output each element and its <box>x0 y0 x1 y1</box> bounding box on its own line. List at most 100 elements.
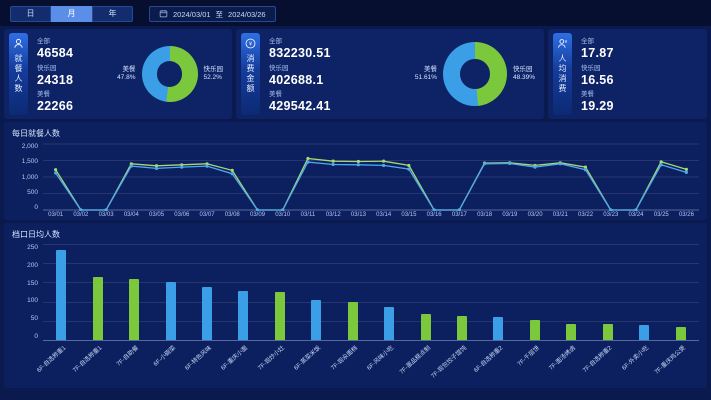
svg-text:¥: ¥ <box>565 39 568 44</box>
bar <box>348 302 358 340</box>
data-point <box>306 157 309 160</box>
svg-text:¥: ¥ <box>249 42 253 48</box>
bar-slot: 6F-特色风味 <box>189 244 225 340</box>
donut-ring <box>142 46 198 102</box>
data-point <box>508 162 511 165</box>
kpi-title-strip: ¥ 消费金额 <box>241 33 260 115</box>
data-point <box>180 166 183 169</box>
data-point <box>483 162 486 165</box>
x-tick-label: 03/01 <box>43 212 68 218</box>
bar-slot: 6F-风味小吃 <box>371 244 407 340</box>
bar <box>93 277 103 340</box>
diners-icon <box>13 38 24 49</box>
bar <box>275 292 285 340</box>
y-tick-label: 2,000 <box>22 143 38 150</box>
bar-slot: 7F-千层饼 <box>517 244 553 340</box>
donut-slice-name: 快乐园 <box>513 66 535 74</box>
date-separator: 至 <box>216 9 224 20</box>
line-series-blue <box>56 162 687 210</box>
bar-category-label: 6F-外卖小吃 <box>620 343 651 372</box>
bar <box>311 300 321 340</box>
data-point <box>130 165 133 168</box>
stat-value: 16.56 <box>581 73 614 87</box>
donut-slice-name: 快乐园 <box>204 66 224 74</box>
bar-chart: 250200150100500 6F-自选称重17F-自选称重17F-自助餐6F… <box>12 244 699 341</box>
bar-category-label: 6F-风味小吃 <box>365 343 396 372</box>
data-point <box>407 164 410 167</box>
line-chart-plot <box>43 143 699 211</box>
data-point <box>660 160 663 163</box>
bar-slot: 6F-自选称重1 <box>43 244 79 340</box>
x-tick-label: 03/25 <box>649 212 674 218</box>
bar <box>56 250 66 340</box>
period-toggle: 日月年 <box>10 6 133 22</box>
donut-slice-pct: 47.8% <box>117 74 135 82</box>
y-tick-label: 150 <box>27 280 38 287</box>
x-tick-label: 03/23 <box>598 212 623 218</box>
line-chart-y-axis: 2,0001,5001,0005000 <box>12 143 43 211</box>
data-point <box>54 168 57 171</box>
y-tick-label: 1,000 <box>22 174 38 181</box>
kpi-stats: 全部832230.51快乐园402688.1美餐429542.41 <box>269 33 331 115</box>
bar-slot: 7F-自选称重2 <box>590 244 626 340</box>
stat-label: 全部 <box>581 35 614 45</box>
line-series-green <box>56 159 687 211</box>
bar <box>166 282 176 340</box>
kpi-title-strip: 就餐人数 <box>9 33 28 115</box>
data-point <box>357 160 360 163</box>
x-tick-label: 03/08 <box>220 212 245 218</box>
data-point <box>685 171 688 174</box>
period-tab[interactable]: 年 <box>92 6 133 22</box>
bar <box>530 320 540 340</box>
bar-slot: 7F-自助餐 <box>116 244 152 340</box>
bar-slot: 6F-外卖小吃 <box>626 244 662 340</box>
y-tick-label: 100 <box>27 297 38 304</box>
date-start[interactable]: 2024/03/01 <box>173 10 211 19</box>
x-tick-label: 03/16 <box>422 212 447 218</box>
bar-slot: 7F-现汆面档 <box>335 244 371 340</box>
bar <box>457 316 467 340</box>
data-point <box>382 164 385 167</box>
y-tick-label: 0 <box>34 333 38 340</box>
kpi-stat: 快乐园402688.1 <box>269 62 331 87</box>
bar-category-label: 7F-自选称重2 <box>581 343 614 374</box>
stat-label: 快乐园 <box>37 62 73 72</box>
x-tick-label: 03/04 <box>119 212 144 218</box>
stat-label: 美餐 <box>37 88 73 98</box>
bar <box>202 287 212 340</box>
kpi-stat: 全部46584 <box>37 35 73 60</box>
bar <box>676 327 686 340</box>
kpi-stat: 美餐19.29 <box>581 88 614 113</box>
date-end[interactable]: 2024/03/26 <box>228 10 266 19</box>
kpi-stat: 全部832230.51 <box>269 35 331 60</box>
period-tab[interactable]: 月 <box>51 6 92 22</box>
y-tick-label: 200 <box>27 262 38 269</box>
x-tick-label: 03/02 <box>68 212 93 218</box>
stat-value: 19.29 <box>581 99 614 113</box>
kpi-title-strip: ¥人均消费 <box>553 33 572 115</box>
x-tick-label: 03/24 <box>623 212 648 218</box>
date-range-picker[interactable]: 2024/03/01 至 2024/03/26 <box>149 6 276 22</box>
data-point <box>660 163 663 166</box>
data-point <box>332 163 335 166</box>
kpi-title: 消费金额 <box>245 54 256 94</box>
kpi-stat: 美餐429542.41 <box>269 88 331 113</box>
kpi-stat: 全部17.87 <box>581 35 614 60</box>
topbar: 日月年 2024/03/01 至 2024/03/26 <box>0 0 711 26</box>
x-tick-label: 03/03 <box>93 212 118 218</box>
bar <box>603 324 613 340</box>
bar-category-label: 7F-千层饼 <box>515 343 541 368</box>
bar-category-label: 6F-小碗菜 <box>150 343 176 368</box>
data-point <box>407 167 410 170</box>
data-point <box>332 160 335 163</box>
x-tick-label: 03/17 <box>447 212 472 218</box>
bar-slot: 6F-自选称重2 <box>480 244 516 340</box>
amount-icon: ¥ <box>245 38 256 49</box>
x-tick-label: 03/15 <box>396 212 421 218</box>
data-point <box>231 172 234 175</box>
x-tick-label: 03/05 <box>144 212 169 218</box>
bar-category-label: 6F-特色风味 <box>182 343 213 372</box>
bar-category-label: 7F-面汤烤卤 <box>547 343 578 372</box>
period-tab[interactable]: 日 <box>10 6 51 22</box>
donut-chart: 美餐51.61%快乐园48.39% <box>415 33 535 115</box>
